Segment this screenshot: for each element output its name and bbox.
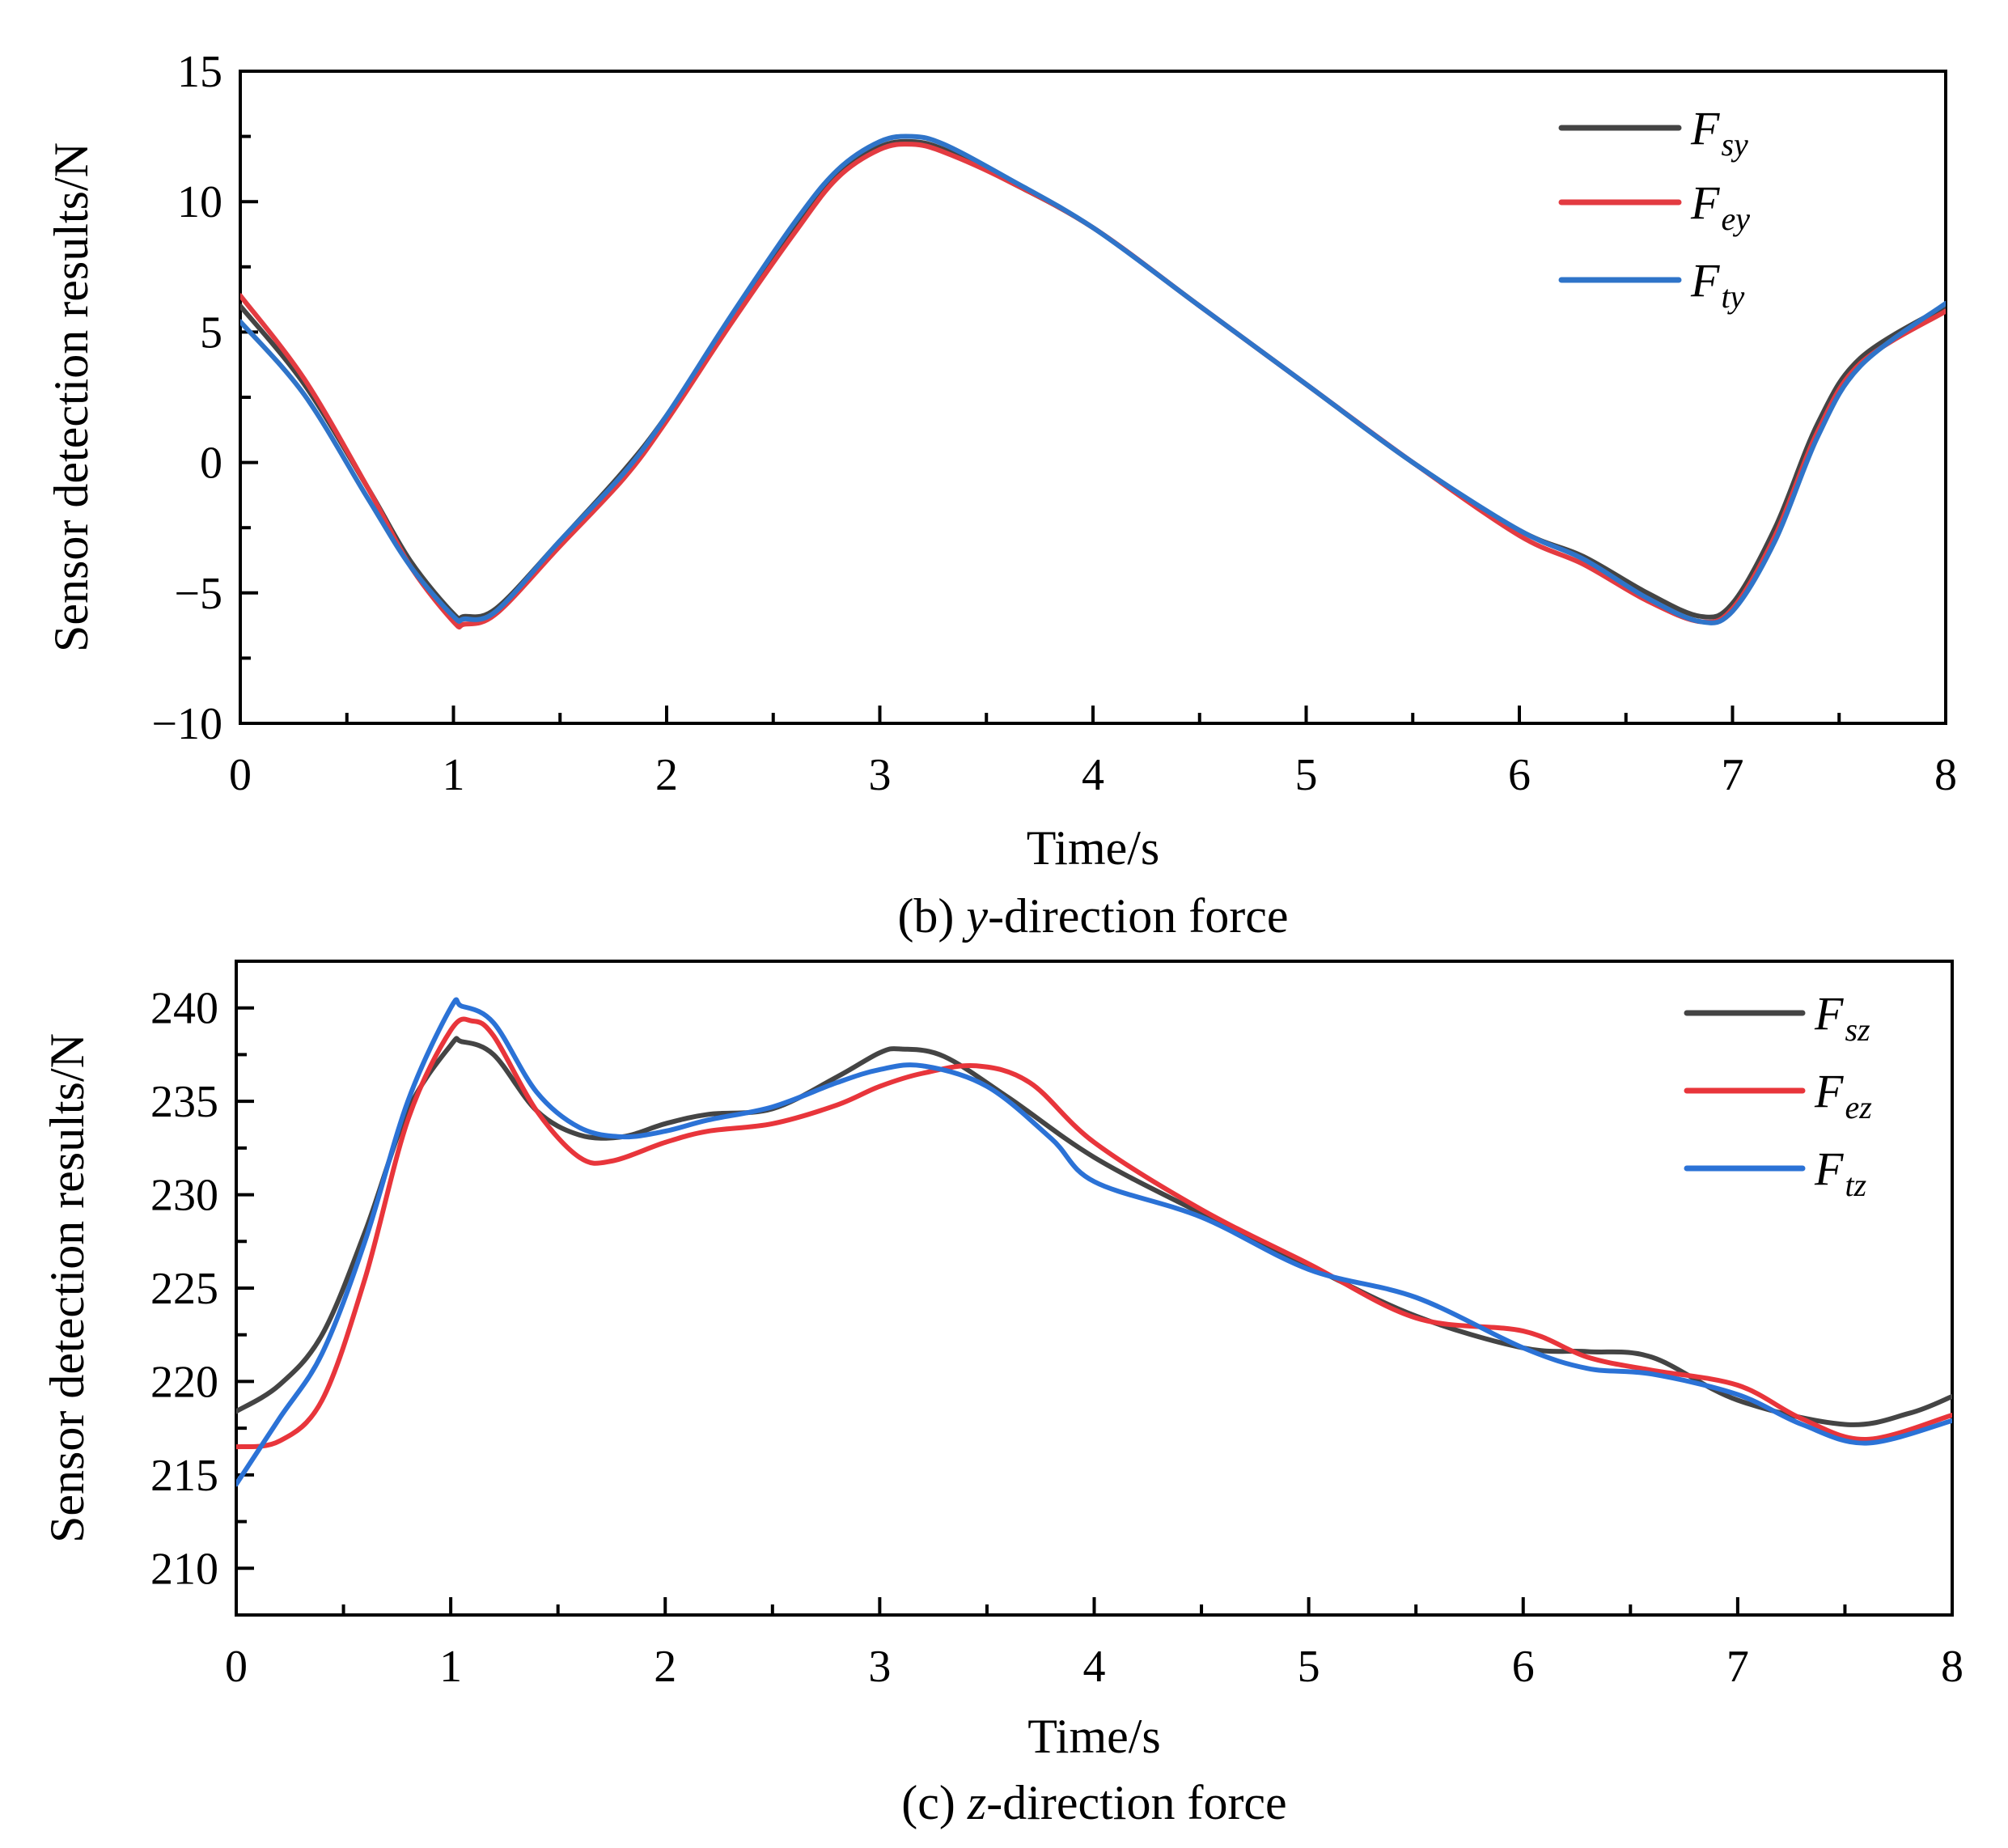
x-tick-label: 5: [1295, 750, 1318, 800]
tick-labels: 0 1 2 3 4 5 6 7 8 210 215 220 225 230 235 240: [150, 984, 1964, 1692]
x-tick-label: 3: [869, 750, 892, 800]
legend-entry-ez: Fez: [1684, 1065, 1872, 1125]
y-tick-label: 210: [150, 1544, 218, 1594]
y-tick-label: 5: [200, 307, 222, 358]
y-axis-title: Sensor detection results/N: [40, 1033, 94, 1543]
x-tick-label: 7: [1722, 750, 1744, 800]
plot-border: [235, 960, 1954, 1617]
x-tick-label: 4: [1082, 750, 1104, 800]
chart-caption: (b) y-direction force: [897, 889, 1288, 943]
x-tick-label: 0: [225, 1642, 248, 1692]
x-tick-label: 6: [1508, 750, 1531, 800]
y-tick-label: 215: [150, 1451, 218, 1501]
x-tick-label: 8: [1941, 1642, 1964, 1692]
legend-label: Fsz: [1814, 987, 1870, 1048]
x-tick-label: 1: [443, 750, 465, 800]
x-tick-label: 7: [1726, 1642, 1749, 1692]
x-tick-label: 5: [1298, 1642, 1320, 1692]
y-tick-label: 225: [150, 1264, 218, 1314]
series-line-tz: [236, 997, 1952, 1487]
chart-z-direction-force: 0 1 2 3 4 5 6 7 8 210 215 220 225 230 235 240 Fsz Fez Ftz…: [40, 960, 1964, 1829]
legend-label: Fty: [1690, 254, 1745, 315]
legend-label: Fey: [1690, 176, 1750, 237]
legend-entry-ey: Fey: [1558, 176, 1750, 237]
y-tick-label: 240: [150, 984, 218, 1034]
x-axis-title: Time/s: [1027, 1710, 1161, 1763]
caption-prefix: (c): [901, 1776, 968, 1829]
x-tick-label: 2: [654, 1642, 676, 1692]
x-axis-title: Time/s: [1027, 821, 1160, 875]
x-tick-label: 1: [439, 1642, 462, 1692]
x-tick-label: 2: [655, 750, 678, 800]
y-tick-label: 15: [177, 47, 222, 97]
legend-label: Fez: [1814, 1065, 1872, 1125]
y-tick-label: 230: [150, 1171, 218, 1221]
series-lines: [240, 134, 1946, 629]
legend-entry-sy: Fsy: [1558, 102, 1748, 163]
caption-suffix: -direction force: [986, 1776, 1286, 1829]
x-tick-label: 8: [1934, 750, 1957, 800]
caption-var: z: [967, 1776, 986, 1829]
tick-labels: 0 1 2 3 4 5 6 7 8 −10 −5 0 5 10 15: [151, 47, 1957, 800]
series-line-sz: [236, 1036, 1952, 1427]
y-tick-label: 235: [150, 1077, 218, 1127]
x-tick-label: 0: [229, 750, 252, 800]
gridless-ticks: [235, 960, 1954, 1617]
y-tick-label: −10: [151, 699, 222, 749]
y-tick-label: 10: [177, 177, 222, 227]
chart-caption: (c) z-direction force: [901, 1776, 1286, 1829]
series-lines: [236, 997, 1952, 1487]
y-tick-label: 220: [150, 1357, 218, 1407]
series-line-ey: [240, 142, 1946, 629]
caption-prefix: (b): [897, 889, 966, 943]
legend-entry-sz: Fsz: [1684, 987, 1870, 1048]
plot-frame: [239, 70, 1947, 725]
legend: Fsz Fez Ftz: [1684, 987, 1872, 1203]
y-tick-label: 0: [200, 439, 222, 489]
plot-border: [239, 70, 1947, 725]
x-tick-label: 3: [868, 1642, 891, 1692]
caption-suffix: -direction force: [988, 889, 1288, 943]
gridless-ticks: [239, 70, 1947, 725]
y-tick-label: −5: [174, 569, 222, 619]
x-tick-label: 4: [1083, 1642, 1106, 1692]
plot-frame: [235, 960, 1954, 1617]
y-axis-title: Sensor detection results/N: [44, 142, 98, 652]
legend-entry-tz: Ftz: [1684, 1142, 1867, 1203]
legend-label: Fsy: [1690, 102, 1748, 163]
legend-entry-ty: Fty: [1558, 254, 1745, 315]
series-line-ty: [240, 134, 1946, 625]
series-line-sy: [240, 138, 1946, 621]
legend: Fsy Fey Fty: [1558, 102, 1750, 315]
legend-label: Ftz: [1814, 1142, 1867, 1203]
chart-y-direction-force: 0 1 2 3 4 5 6 7 8 −10 −5 0 5 10 15 Fsy Fey Fty Time/s Se…: [44, 47, 1957, 943]
series-line-ez: [236, 1016, 1952, 1450]
caption-var: y: [961, 889, 988, 943]
x-tick-label: 6: [1512, 1642, 1535, 1692]
